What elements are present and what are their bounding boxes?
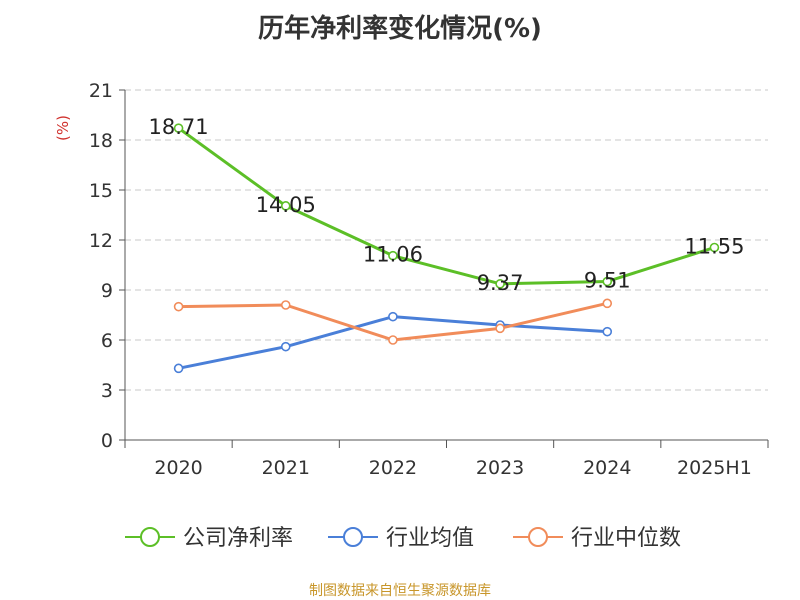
x-tick-label: 2023 (476, 457, 524, 479)
y-tick-label: 0 (101, 430, 113, 452)
data-label: 18.71 (149, 115, 209, 139)
x-tick-label: 2020 (154, 457, 202, 479)
legend-label: 公司净利率 (183, 526, 293, 551)
data-point (173, 363, 184, 374)
legend-marker-icon (528, 527, 548, 547)
data-label: 14.05 (256, 193, 316, 217)
source-note: 制图数据来自恒生聚源数据库 (309, 583, 491, 599)
legend-label: 行业中位数 (571, 526, 681, 551)
x-tick-label: 2025H1 (677, 457, 752, 479)
data-point (388, 335, 398, 345)
y-axis-label: (%) (54, 115, 72, 141)
data-point (709, 242, 720, 253)
y-tick-label: 6 (101, 330, 113, 352)
data-label: 11.06 (363, 243, 423, 267)
data-point (602, 326, 613, 337)
legend-label: 行业均值 (386, 526, 474, 551)
data-label: 11.55 (684, 235, 744, 259)
y-tick-label: 18 (89, 130, 113, 152)
x-tick-label: 2024 (583, 457, 631, 479)
data-point (602, 298, 613, 309)
data-point (173, 123, 184, 133)
y-tick-label: 21 (89, 80, 113, 102)
x-tick-label: 2021 (262, 457, 310, 479)
y-tick-label: 12 (89, 230, 113, 252)
data-point (280, 300, 291, 310)
y-tick-label: 15 (89, 180, 113, 202)
data-point (280, 201, 291, 211)
series-line-2 (178, 301, 608, 342)
data-label: 9.51 (584, 269, 631, 293)
data-point (388, 311, 398, 322)
data-point (602, 276, 613, 287)
legend-marker-icon (343, 527, 363, 547)
data-point (388, 250, 398, 261)
y-tick-label: 9 (101, 280, 113, 302)
chart-title: 历年净利率变化情况(%) (258, 14, 542, 44)
data-point (280, 341, 291, 352)
y-tick-label: 3 (101, 380, 113, 402)
x-tick-label: 2022 (369, 457, 417, 479)
data-point (173, 301, 184, 312)
series-line-0 (177, 126, 715, 286)
data-point (495, 279, 505, 289)
legend-marker-icon (140, 527, 160, 547)
data-point (495, 323, 505, 334)
data-label: 9.37 (477, 271, 524, 295)
